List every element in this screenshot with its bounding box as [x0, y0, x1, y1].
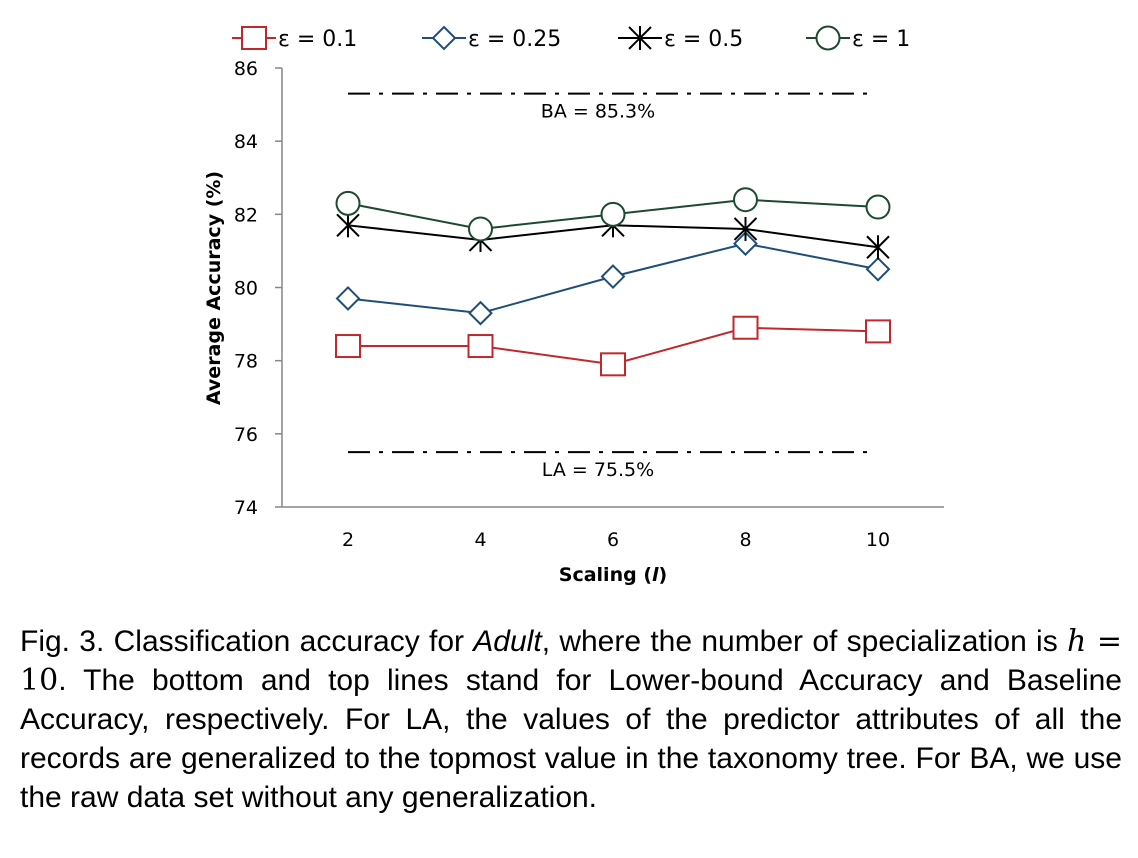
- reference-lines: BA = 85.3% LA = 75.5%: [348, 92, 874, 481]
- legend-marker: [815, 25, 841, 51]
- series-line: [335, 231, 891, 326]
- x-axis-title-text: Scaling (: [559, 564, 652, 586]
- data-point: [733, 231, 758, 257]
- y-tick-label: 76: [234, 424, 258, 446]
- y-tick-label: 80: [234, 278, 258, 300]
- series-line: [335, 187, 891, 242]
- x-tick-label: 6: [607, 529, 619, 551]
- series-line: [335, 315, 891, 377]
- legend-entry: ε = 0.5: [618, 26, 743, 52]
- legend-label: ε = 0.25: [468, 27, 561, 52]
- caption-dataset-name: Adult: [473, 625, 542, 658]
- legend-marker: [241, 26, 267, 50]
- data-point: [467, 334, 494, 359]
- y-tick-label: 84: [234, 131, 258, 153]
- data-point: [336, 213, 360, 238]
- x-tick-label: 2: [342, 529, 354, 551]
- legend-label: ε = 0.5: [664, 27, 743, 52]
- caption-math-value: = 10: [20, 624, 1122, 698]
- caption-mid: , where the number of specialization is: [541, 625, 1068, 658]
- x-axis-title-close: ): [659, 564, 668, 586]
- data-point: [733, 187, 758, 213]
- data-point: [335, 334, 361, 359]
- y-tick-label: 74: [234, 497, 258, 519]
- reference-line-label: BA = 85.3%: [541, 101, 655, 123]
- x-axis-title: Scaling (l): [559, 564, 667, 586]
- data-point: [335, 286, 361, 311]
- data-point: [600, 201, 626, 227]
- data-point: [865, 194, 891, 220]
- x-tick-label: 10: [866, 529, 890, 551]
- y-tick-label: 86: [234, 58, 258, 80]
- legend-marker: [431, 25, 457, 51]
- legend-entry: ε = 0.25: [422, 25, 561, 52]
- data-point: [732, 315, 759, 340]
- legend-entry: ε = 0.1: [232, 26, 357, 52]
- data-point: [468, 216, 493, 242]
- legend: ε = 0.1 ε = 0.25 ε = 0.5 ε = 1: [232, 25, 910, 52]
- y-tick-label: 82: [234, 204, 258, 226]
- data-point: [468, 300, 493, 326]
- x-tick-label: 4: [474, 529, 486, 551]
- caption-suffix: . The bottom and top lines stand for Low…: [20, 664, 1122, 814]
- legend-entry: ε = 1: [806, 25, 910, 52]
- line-chart: ε = 0.1 ε = 0.25 ε = 0.5 ε = 1 747678808284…: [203, 25, 944, 586]
- reference-line-label: LA = 75.5%: [542, 459, 654, 481]
- caption-math-expression: h = 10: [20, 624, 1122, 698]
- caption-math-variable: h: [1067, 624, 1087, 659]
- data-point: [335, 190, 361, 216]
- data-point: [866, 235, 890, 260]
- data-point: [865, 319, 891, 344]
- data-point: [600, 352, 626, 377]
- legend-label: ε = 1: [852, 27, 910, 52]
- legend-label: ε = 0.1: [278, 27, 357, 52]
- y-tick-label: 78: [234, 351, 258, 373]
- data-point: [600, 264, 626, 289]
- data-point: [865, 256, 891, 282]
- chart-area: ε = 0.1 ε = 0.25 ε = 0.5 ε = 1 74 76 78 80 82 84…: [203, 25, 944, 586]
- x-tick-label: 8: [739, 529, 751, 551]
- caption-prefix: Fig. 3. Classification accuracy for: [20, 625, 474, 658]
- x-axis-title-variable: l: [652, 564, 659, 586]
- data-point: [733, 216, 758, 241]
- figure-caption: Fig. 3. Classification accuracy for Adul…: [20, 622, 1122, 817]
- series-group: [335, 187, 891, 377]
- legend-marker: [628, 26, 652, 50]
- axes: 74 76 78 80 82 84 86 2 4 6 8 10: [234, 58, 944, 551]
- y-axis-title: Average Accuracy (%): [203, 171, 225, 405]
